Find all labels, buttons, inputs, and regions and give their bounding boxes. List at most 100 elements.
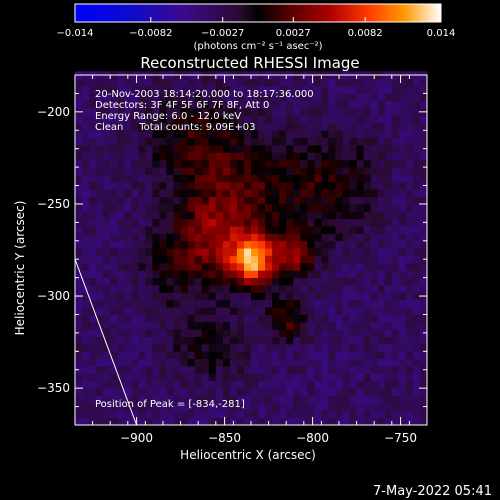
heatmap-cell xyxy=(391,314,400,323)
heatmap-cell xyxy=(159,380,167,389)
heatmap-cell xyxy=(370,78,379,87)
heatmap-cell xyxy=(117,277,125,286)
heatmap-cell xyxy=(187,167,196,175)
heatmap-cell xyxy=(152,233,160,242)
heatmap-cell xyxy=(384,336,393,345)
heatmap-cell xyxy=(110,402,118,411)
heatmap-cell xyxy=(201,159,210,168)
heatmap-cell xyxy=(321,203,329,212)
x-axis-label: Heliocentric X (arcsec) xyxy=(180,448,316,462)
heatmap-cell xyxy=(166,402,174,411)
heatmap-cell xyxy=(75,351,83,360)
heatmap-cell xyxy=(370,240,379,249)
heatmap-cell xyxy=(82,366,90,374)
heatmap-cell xyxy=(145,373,153,382)
heatmap-cell xyxy=(215,181,224,190)
heatmap-cell xyxy=(117,417,125,426)
heatmap-cell xyxy=(82,388,90,396)
heatmap-cell xyxy=(201,226,210,234)
heatmap-cell xyxy=(265,380,273,389)
heatmap-cell xyxy=(314,233,322,242)
heatmap-cell xyxy=(307,218,315,227)
heatmap-cell xyxy=(215,145,224,153)
heatmap-cell xyxy=(363,417,372,426)
heatmap-cell xyxy=(75,167,83,175)
heatmap-cell xyxy=(279,181,287,190)
heatmap-cell xyxy=(138,159,146,168)
heatmap-cell xyxy=(208,240,217,249)
heatmap-cell xyxy=(75,189,83,197)
heatmap-cell xyxy=(194,108,203,116)
heatmap-cell xyxy=(124,395,132,404)
heatmap-cell xyxy=(279,299,287,308)
heatmap-cell xyxy=(272,248,280,256)
heatmap-cell xyxy=(159,402,167,411)
heatmap-cell xyxy=(293,373,301,382)
heatmap-cell xyxy=(272,343,280,352)
heatmap-cell xyxy=(370,351,379,360)
heatmap-cell xyxy=(110,417,118,426)
heatmap-cell xyxy=(265,137,273,146)
heatmap-cell xyxy=(110,366,118,374)
heatmap-cell xyxy=(349,196,357,205)
heatmap-cell xyxy=(103,351,111,360)
heatmap-cell xyxy=(131,373,139,382)
heatmap-cell xyxy=(215,115,224,124)
heatmap-cell xyxy=(145,167,153,175)
heatmap-cell xyxy=(110,380,118,389)
heatmap-cell xyxy=(82,240,90,249)
heatmap-cell xyxy=(384,329,393,337)
heatmap-cell xyxy=(215,86,224,94)
heatmap-cell xyxy=(173,86,181,94)
heatmap-cell xyxy=(251,167,259,175)
annotation-time-range: 20-Nov-2003 18:14:20.000 to 18:17:36.000 xyxy=(95,89,314,100)
heatmap-cell xyxy=(75,226,83,234)
heatmap-cell xyxy=(166,262,174,271)
heatmap-cell xyxy=(208,122,217,131)
heatmap-cell xyxy=(222,115,231,124)
heatmap-cell xyxy=(75,395,83,404)
heatmap-cell xyxy=(398,358,407,367)
heatmap-cell xyxy=(89,233,97,242)
heatmap-cell xyxy=(82,270,90,279)
heatmap-cell xyxy=(314,329,322,337)
heatmap-cell xyxy=(138,108,146,116)
heatmap-cell xyxy=(398,100,407,109)
heatmap-cell xyxy=(384,380,393,389)
heatmap-cell xyxy=(229,137,238,146)
heatmap-cell xyxy=(187,189,196,197)
heatmap-cell xyxy=(342,181,350,190)
heatmap-cell xyxy=(110,336,118,345)
heatmap-cell xyxy=(314,299,322,308)
heatmap-cell xyxy=(265,196,273,205)
heatmap-cell xyxy=(258,218,266,227)
heatmap-cell xyxy=(412,93,421,102)
heatmap-cell xyxy=(208,181,217,190)
heatmap-cell xyxy=(117,78,125,87)
heatmap-cell xyxy=(194,93,203,102)
heatmap-cell xyxy=(180,262,189,271)
heatmap-cell xyxy=(96,152,104,161)
heatmap-cell xyxy=(279,358,287,367)
heatmap-cell xyxy=(377,167,386,175)
heatmap-cell xyxy=(307,336,315,345)
heatmap-cell xyxy=(363,388,372,396)
heatmap-cell xyxy=(96,196,104,205)
heatmap-cell xyxy=(96,233,104,242)
heatmap-cell xyxy=(159,189,167,197)
heatmap-cell xyxy=(201,174,210,183)
heatmap-cell xyxy=(145,248,153,256)
heatmap-cell xyxy=(272,410,280,419)
heatmap-cell xyxy=(243,196,252,205)
heatmap-cell xyxy=(419,137,428,146)
heatmap-cell xyxy=(398,292,407,301)
heatmap-cell xyxy=(279,388,287,396)
heatmap-cell xyxy=(342,152,350,161)
heatmap-cell xyxy=(159,115,167,124)
heatmap-cell xyxy=(82,380,90,389)
heatmap-cell xyxy=(89,262,97,271)
heatmap-cell xyxy=(412,137,421,146)
heatmap-cell xyxy=(300,351,308,360)
heatmap-cell xyxy=(131,137,139,146)
heatmap-cell xyxy=(377,255,386,264)
